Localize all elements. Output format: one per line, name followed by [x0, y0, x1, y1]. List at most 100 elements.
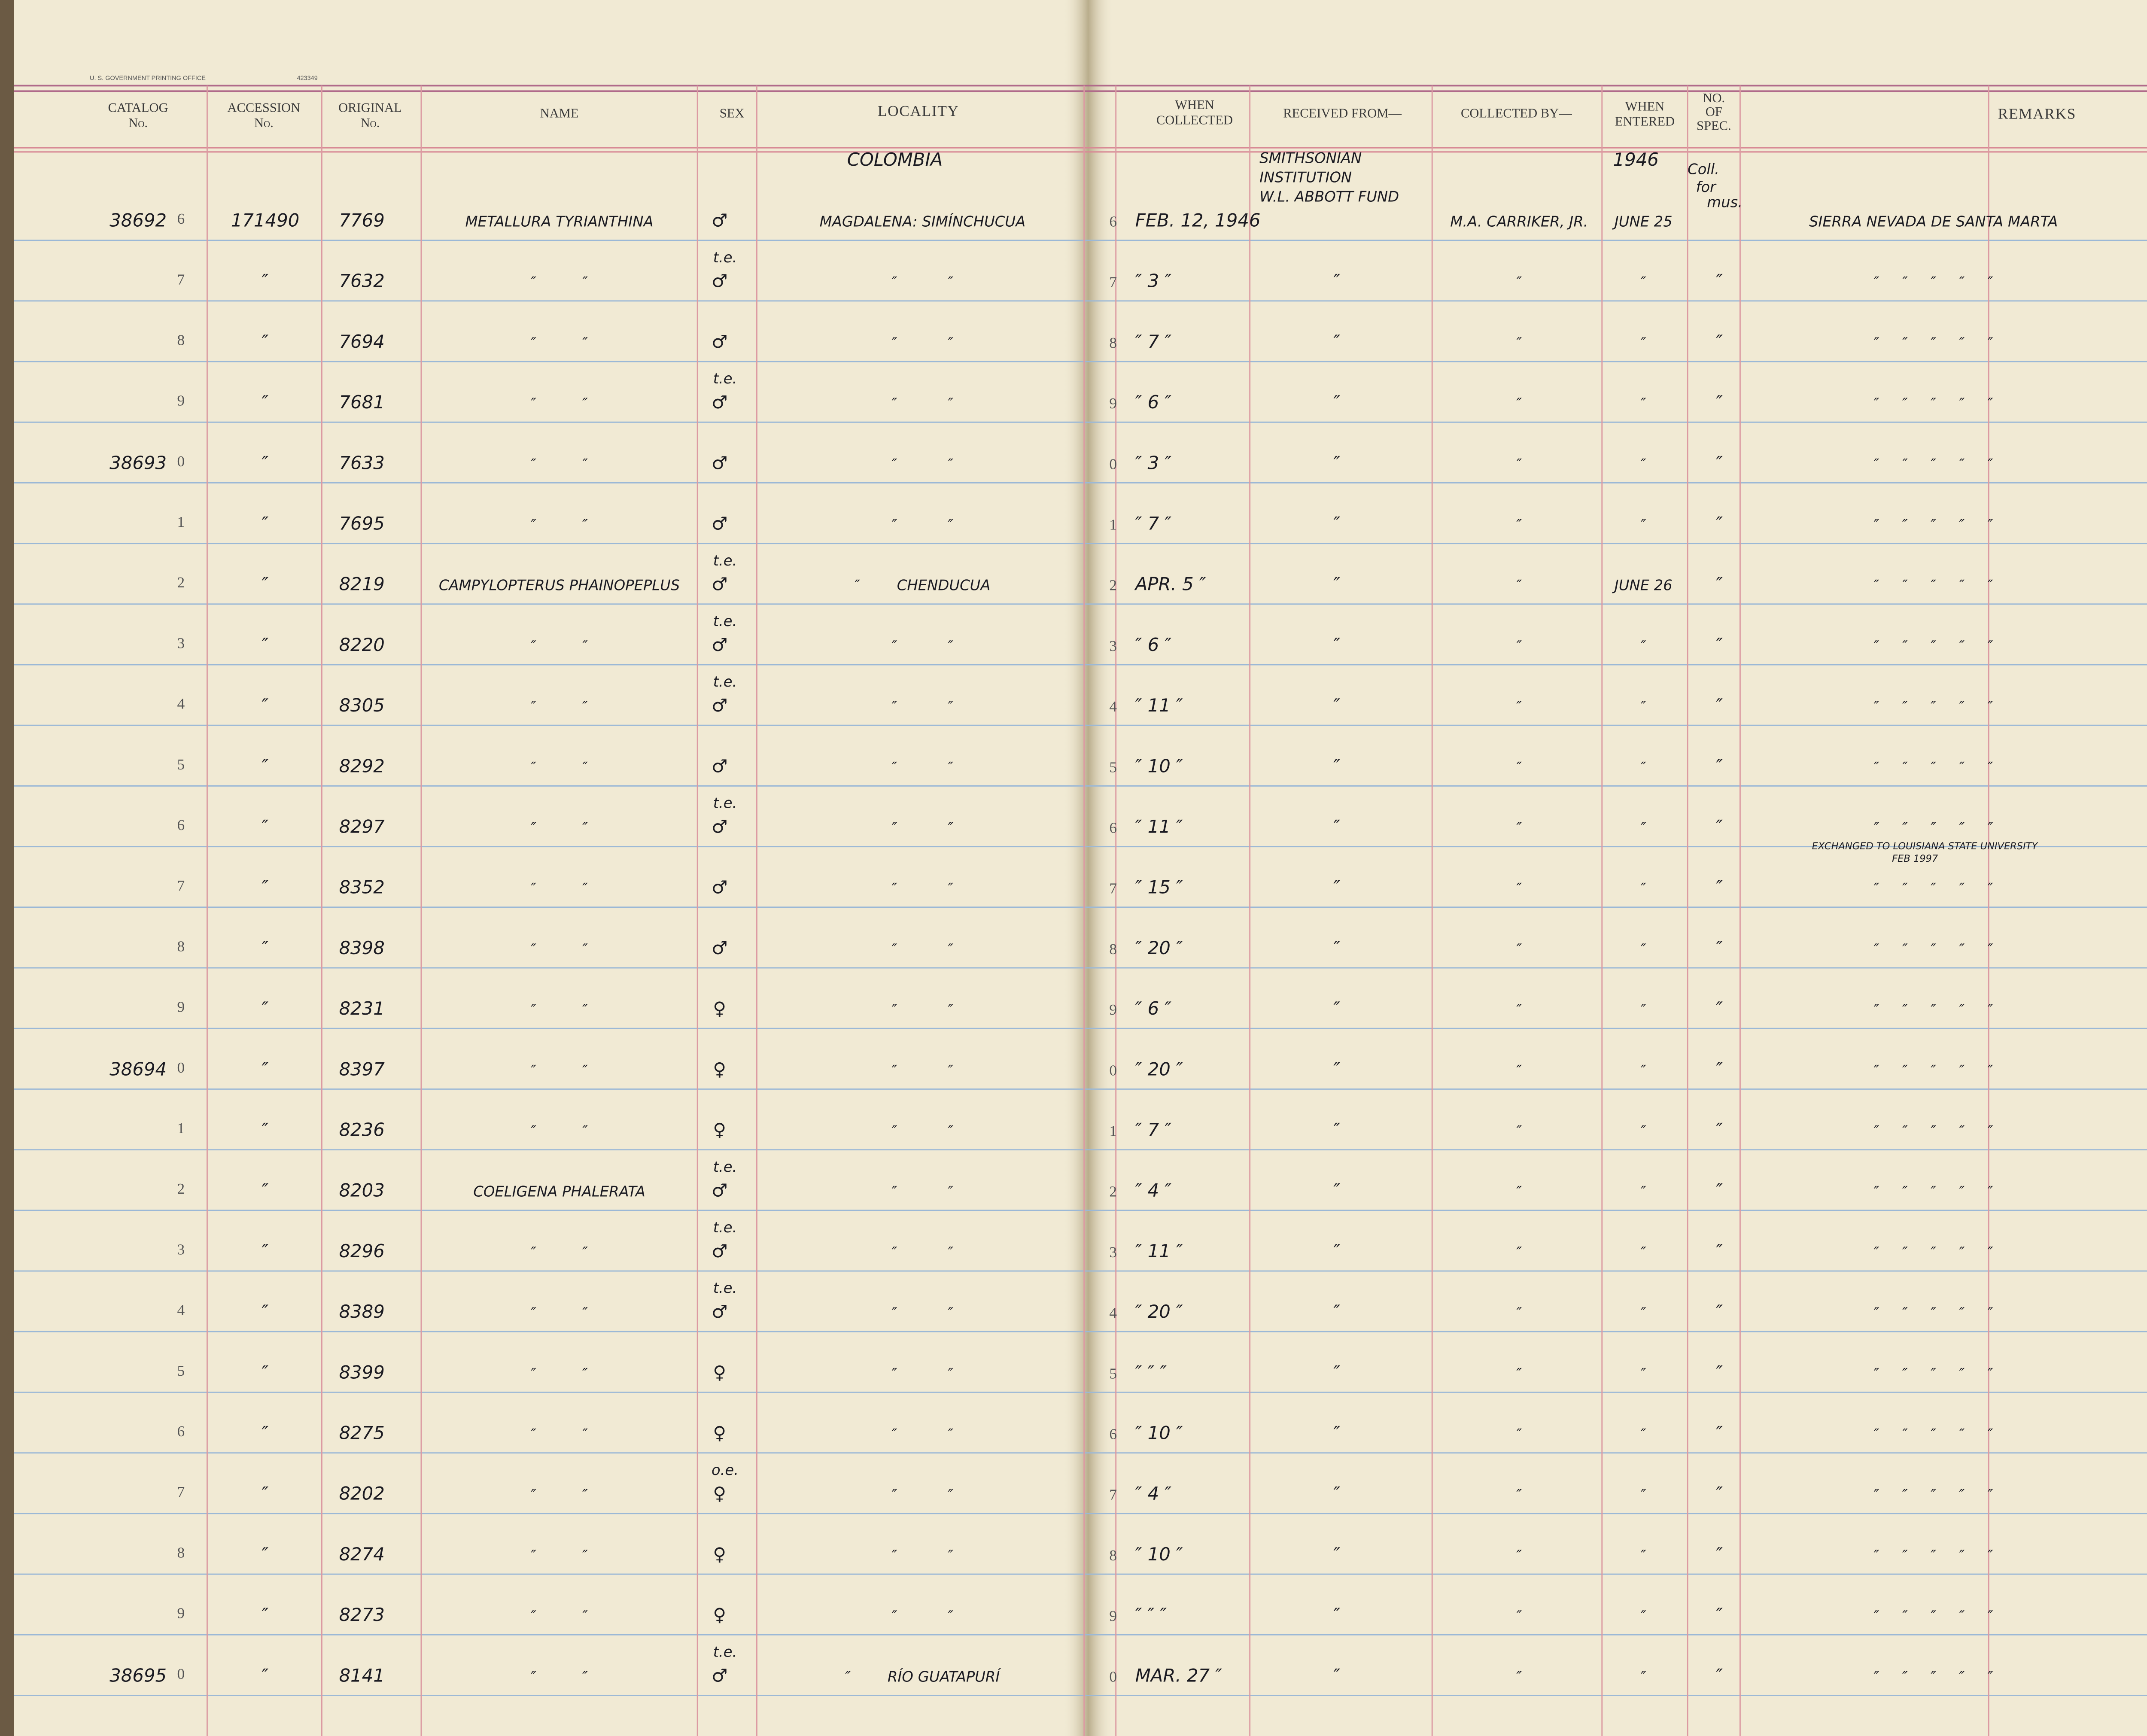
cell-spec: ″ [1716, 634, 1723, 655]
cell-coll: ″ [1517, 1487, 1522, 1503]
cell-sex: ♂ [712, 634, 727, 655]
cell-acc: ″ [262, 1604, 269, 1625]
cell-spec: ″ [1716, 1301, 1723, 1322]
cell-when: ″ 20 ″ [1135, 1301, 1183, 1322]
cell-ent: ″ [1641, 819, 1646, 836]
cell-recv: ″ [1333, 331, 1340, 352]
cell-acc: ″ [262, 1544, 269, 1565]
cell-name: ″ ″ [531, 880, 588, 897]
cell-orig: 8219 [339, 574, 384, 595]
cell-when: ″ 7 ″ [1135, 513, 1172, 534]
cell-coll: ″ [1517, 1547, 1522, 1564]
cell-orig: 8231 [339, 998, 384, 1019]
cell-sex: ♀ [713, 1604, 726, 1625]
cell-name: ″ ″ [531, 516, 588, 533]
row-number: 0 [1109, 1061, 1117, 1079]
cell-loc: ″ ″ [892, 1304, 954, 1321]
row-number: 5 [1109, 758, 1117, 775]
row-number: 0 [1109, 455, 1117, 472]
row-number: 2 [1109, 1183, 1117, 1200]
cell-ent: ″ [1641, 759, 1646, 775]
cell-orig: 7695 [339, 513, 384, 534]
row-number: 6 [1109, 1425, 1117, 1442]
cell-spec: ″ [1716, 937, 1723, 958]
row-number: 4 [1109, 1304, 1117, 1321]
cell-recv: ″ [1333, 695, 1340, 716]
cell-when: ″ 4 ″ [1135, 1483, 1172, 1504]
header: LOCALITY [878, 102, 959, 119]
cell-name: CAMPYLOPTERUS PHAINOPEPLUS [439, 577, 680, 594]
cell-rem: ″ ″ ″ ″ ″ [1874, 1487, 1993, 1503]
cell-coll: ″ [1517, 577, 1522, 594]
cell-acc: ″ [262, 695, 269, 716]
header: CATALOG No. [108, 100, 168, 130]
cell-loc: ″ ″ [892, 698, 954, 715]
cell-coll: M.A. CARRIKER, JR. [1450, 213, 1588, 230]
cell-sex: ♂ [712, 1240, 727, 1262]
sex-note: t.e. [713, 1219, 737, 1236]
cell-recv: ″ [1333, 1240, 1340, 1262]
cell-name: ″ ″ [531, 1304, 588, 1321]
row-number: 1 [1109, 516, 1117, 533]
cell-loc: ″ ″ [892, 1426, 954, 1442]
row-number: 3 [1109, 637, 1117, 654]
row-number: 7 [1109, 880, 1117, 897]
cell-ent: ″ [1641, 1668, 1646, 1685]
cell-coll: ″ [1517, 1426, 1522, 1442]
cell-orig: 8220 [339, 634, 384, 655]
row-number: 1 [1109, 1122, 1117, 1139]
cell-orig: 8352 [339, 877, 384, 898]
cell-spec: ″ [1716, 1119, 1723, 1140]
row-number: 5 [177, 756, 185, 773]
cell-loc: ″ ″ [892, 1547, 954, 1564]
cell-loc: ″ ″ [892, 456, 954, 472]
row-number: 2 [177, 1180, 185, 1197]
cell-rem: SIERRA NEVADA DE SANTA MARTA [1809, 213, 2058, 230]
cell-ent: ″ [1641, 1304, 1646, 1321]
cell-coll: ″ [1517, 759, 1522, 775]
cell-acc: ″ [262, 392, 269, 413]
row-number: 8 [1109, 334, 1117, 351]
cell-when: MAR. 27 ″ [1135, 1665, 1223, 1686]
cell-when: ″ ″ ″ [1135, 1604, 1167, 1625]
row-number: 0 [177, 453, 185, 470]
cell-recv: ″ [1333, 1058, 1340, 1079]
cell-spec: ″ [1716, 1544, 1723, 1565]
cell-when: FEB. 12, 1946 [1135, 210, 1261, 231]
cell-recv: ″ [1333, 634, 1340, 655]
row-number: 9 [177, 1605, 185, 1622]
cell-name: ″ ″ [531, 1547, 588, 1564]
cell-rem: ″ ″ ″ ″ ″ [1874, 941, 1993, 958]
sex-note: t.e. [713, 552, 737, 569]
cell-name: ″ ″ [531, 759, 588, 775]
cell-acc: ″ [262, 1665, 269, 1686]
cell-name: ″ ″ [531, 1426, 588, 1442]
cell-rem: ″ ″ ″ ″ ″ [1874, 1668, 1993, 1685]
cell-coll: ″ [1517, 1365, 1522, 1382]
cell-sex: ♂ [712, 210, 727, 231]
cell-cat: 38693 [109, 452, 167, 473]
cell-sex: ♂ [712, 1180, 727, 1201]
sex-note: t.e. [713, 1158, 737, 1175]
cell-rem: ″ ″ ″ ″ ″ [1874, 1122, 1993, 1139]
header: COLLECTED BY— [1461, 106, 1572, 120]
cell-recv: ″ [1333, 816, 1340, 837]
cell-rem: ″ ″ ″ ″ ″ [1874, 516, 1993, 533]
cell-when: ″ 11 ″ [1135, 1240, 1183, 1262]
cell-name: ″ ″ [531, 1487, 588, 1503]
cell-acc: ″ [262, 574, 269, 595]
cell-spec: ″ [1716, 695, 1723, 716]
cell-name: ″ ″ [531, 1244, 588, 1261]
cell-rem: ″ ″ ″ ″ ″ [1874, 638, 1993, 654]
cell-ent: ″ [1641, 1547, 1646, 1564]
cell-acc: ″ [262, 877, 269, 898]
cell-name: ″ ″ [531, 334, 588, 351]
cell-acc: ″ [262, 331, 269, 352]
cell-when: ″ 15 ″ [1135, 877, 1183, 898]
cell-orig: 7632 [339, 271, 384, 292]
cell-acc: ″ [262, 816, 269, 837]
cell-spec: ″ [1716, 574, 1723, 595]
cell-sex: ♂ [712, 1665, 727, 1686]
cell-name: METALLURA TYRIANTHINA [465, 213, 654, 230]
cell-coll: ″ [1517, 1001, 1522, 1018]
